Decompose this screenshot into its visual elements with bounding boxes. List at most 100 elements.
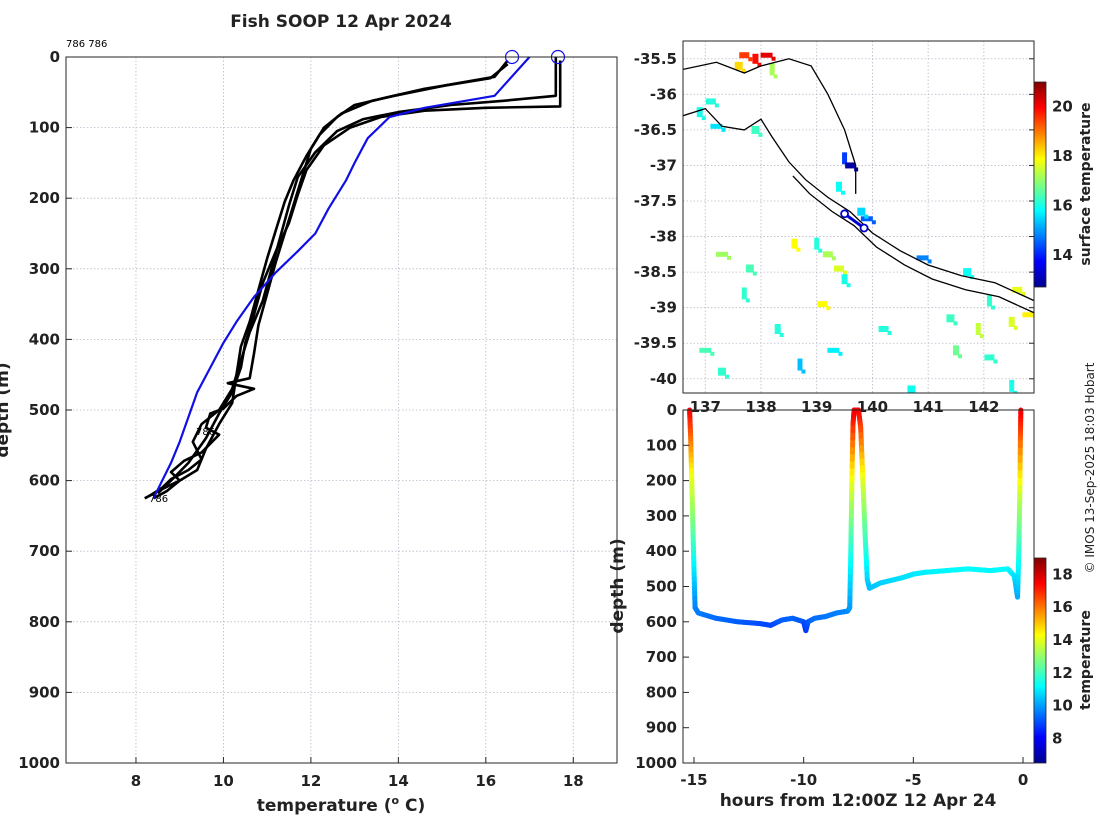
sst-patch — [907, 385, 916, 393]
sst-patch — [984, 354, 995, 361]
sst-patch — [975, 323, 981, 335]
time-depth-chart: -15 -10 -5 0 0 100 200 300 400 500 600 700 800 900 100… — [608, 401, 1094, 811]
sst-patch — [710, 351, 715, 356]
sst-patch — [842, 152, 848, 165]
profile-y-tick-label: 700 — [29, 542, 60, 560]
sst-patch — [757, 62, 762, 67]
coastline-offshore — [792, 175, 1034, 314]
map-colorbar-tick-label: 20 — [1052, 98, 1073, 116]
sst-patch — [741, 68, 746, 73]
sst-patch — [845, 162, 856, 169]
sst-patch — [1022, 312, 1034, 318]
sst-patch — [745, 298, 750, 303]
sst-patch — [990, 305, 995, 310]
profile-series-line — [152, 56, 531, 499]
time-colorbar — [1033, 557, 1047, 764]
sst-patch — [739, 52, 750, 59]
sst-patch — [871, 220, 876, 225]
sst-patch — [758, 132, 763, 137]
sst-patch — [827, 347, 840, 353]
time-colorbar-tick-label: 10 — [1052, 697, 1073, 715]
map-colorbar-tick-label: 14 — [1052, 246, 1073, 264]
sst-patch — [963, 268, 972, 277]
profile-x-tick-label: 18 — [563, 772, 584, 790]
time-y-tick-label: 800 — [646, 683, 677, 701]
sst-patch — [953, 345, 959, 356]
map-background — [683, 41, 1034, 393]
profile-x-tick-label: 16 — [475, 772, 496, 790]
profile-x-tick-label: 12 — [300, 772, 321, 790]
sst-patch — [993, 359, 998, 364]
profile-y-label: depth (m) — [0, 362, 13, 457]
sst-patch — [721, 127, 726, 132]
sst-patch — [696, 107, 703, 118]
sst-patch — [734, 61, 743, 70]
sst-patch — [748, 57, 753, 62]
sst-patch — [771, 56, 776, 61]
sst-patch — [857, 207, 866, 216]
sst-patch — [718, 367, 726, 376]
time-colorbar-tick-label: 16 — [1052, 598, 1073, 616]
sst-patch — [797, 358, 803, 371]
sst-patch — [818, 248, 823, 253]
profile-x-tick-label: 10 — [213, 772, 234, 790]
sst-patch — [716, 251, 728, 257]
sst-patch — [1009, 379, 1015, 392]
map-lon-label: 140 — [857, 398, 888, 416]
sst-patch — [887, 331, 892, 335]
sst-patch — [1013, 325, 1018, 330]
sst-patch — [953, 321, 958, 326]
sst-patch — [843, 270, 847, 275]
sst-patch — [878, 326, 889, 332]
profile-x-tick-label: 8 — [131, 772, 141, 790]
profile-x-label-suffix: C) — [399, 796, 425, 816]
profile-y-tick-label: 0 — [50, 48, 60, 66]
annotation-top: 786 786 — [66, 39, 107, 50]
sst-patch — [864, 214, 869, 219]
sst-patch — [727, 255, 731, 260]
time-y-tick-label: 0 — [667, 401, 677, 419]
map-colorbar-tick-label: 18 — [1052, 147, 1073, 165]
time-x-label: hours from 12:00Z 12 Apr 24 — [720, 791, 997, 811]
time-x-tick-label: -5 — [905, 771, 922, 789]
profile-series-line — [148, 57, 558, 498]
sst-patch — [826, 306, 831, 311]
credit-text: © IMOS 13-Sep-2025 18:03 Hobart — [1083, 362, 1097, 573]
map-lat-label: -37 — [650, 156, 677, 174]
sst-patch — [841, 190, 845, 195]
time-colorbar-tick-label: 18 — [1052, 565, 1073, 583]
time-y-tick-label: 300 — [646, 507, 677, 525]
profile-series-line — [156, 60, 562, 495]
profile-series-group — [144, 49, 566, 500]
profile-x-label-prefix: temperature ( — [257, 796, 392, 816]
sst-patch — [1008, 316, 1015, 327]
sst-patch — [979, 334, 984, 338]
sst-patch — [801, 369, 806, 374]
sst-patch — [1012, 286, 1023, 293]
time-x-tick-label: 0 — [1018, 771, 1028, 789]
profile-x-label: temperature (o C) — [257, 794, 426, 816]
profile-x-tick-label: 14 — [388, 772, 409, 790]
annotation-mid: 786 — [196, 427, 215, 438]
profile-axes-box — [65, 56, 618, 764]
sst-patch — [986, 294, 992, 307]
sst-patch — [927, 259, 932, 264]
time-colorbar-tick-label: 12 — [1052, 664, 1073, 682]
profile-y-tick-label: 1000 — [18, 754, 60, 772]
sst-patch — [958, 354, 962, 359]
sst-patch — [779, 333, 784, 337]
map-lat-label: -36 — [650, 85, 677, 103]
sst-patch — [817, 301, 828, 308]
time-depth-axes-box — [682, 409, 1035, 764]
sst-patch — [822, 251, 833, 258]
ship-track-endpoint — [840, 209, 849, 219]
profile-chart: Fish SOOP 12 Apr 2024 786 786 8 10 12 14 16 1… — [0, 12, 618, 816]
time-x-tick-label: -10 — [790, 771, 817, 789]
sst-patch — [699, 347, 712, 353]
time-y-tick-label: 400 — [646, 542, 677, 560]
map-lat-label: -35.5 — [634, 50, 677, 68]
time-depth-track — [687, 407, 1024, 634]
time-y-tick-label: 700 — [646, 648, 677, 666]
map-colorbar-tick-label: 16 — [1052, 196, 1073, 214]
